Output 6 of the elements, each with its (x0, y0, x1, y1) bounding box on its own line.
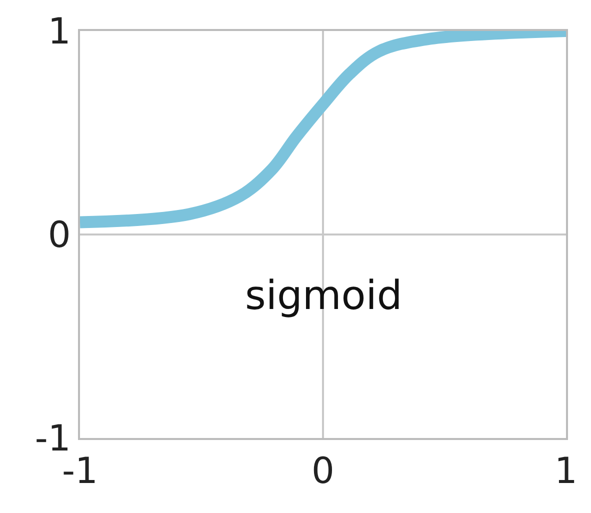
y-tick-label: 1 (48, 12, 71, 53)
x-tick-label: 0 (312, 451, 334, 492)
annotation: sigmoid (245, 273, 402, 319)
y-tick-label: -1 (34, 418, 71, 460)
y-tick-label: 0 (48, 215, 71, 256)
x-tick-label: 1 (554, 451, 578, 492)
